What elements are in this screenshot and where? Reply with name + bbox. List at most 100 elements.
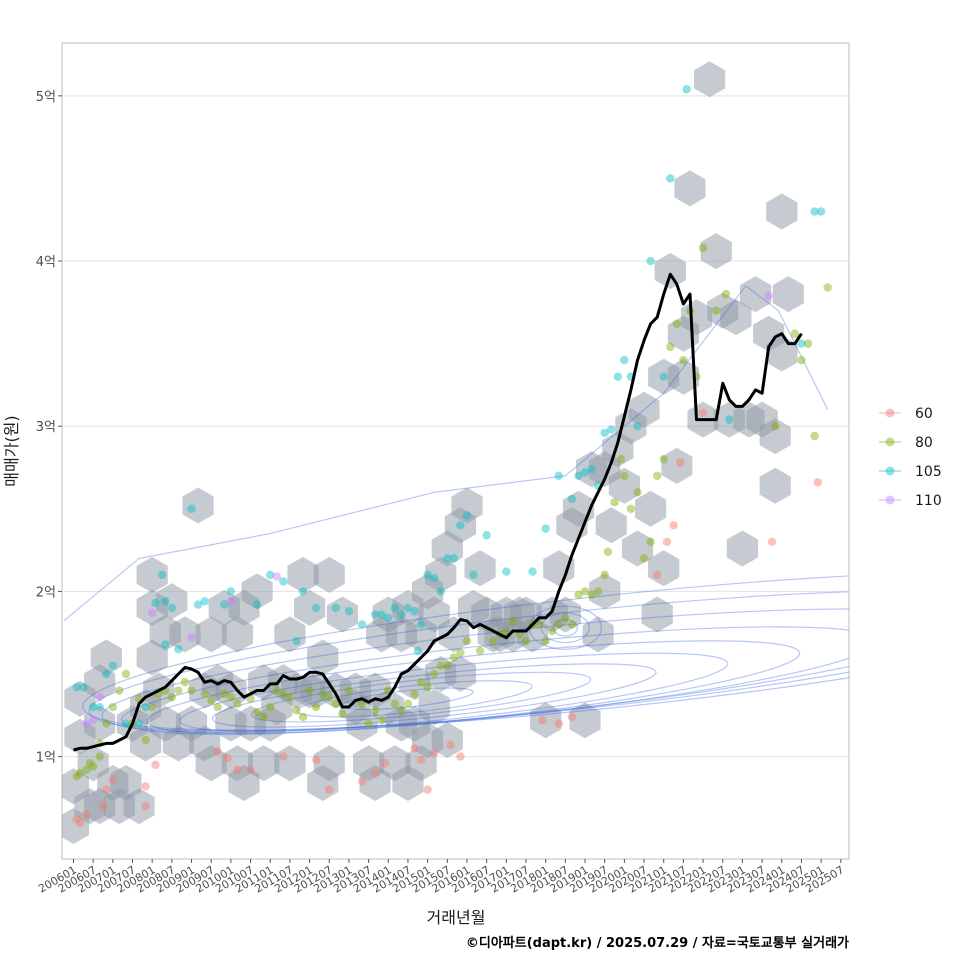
data-point-105	[410, 607, 419, 616]
hexbin-cell	[195, 745, 227, 782]
data-point-105	[502, 567, 511, 576]
data-point-80	[423, 683, 432, 692]
data-point-80	[574, 590, 583, 599]
hexbin-cell	[648, 550, 680, 587]
data-point-80	[626, 504, 636, 514]
data-point-80	[593, 587, 603, 596]
data-point-105	[157, 570, 167, 580]
data-point-60	[446, 740, 455, 750]
data-point-105	[567, 494, 577, 504]
data-point-105	[554, 471, 563, 480]
data-point-80	[810, 431, 819, 441]
data-point-105	[436, 587, 445, 596]
source-caption: ©디아파트(dapt.kr) / 2025.07.29 / 자료=국토교통부 실…	[466, 935, 849, 951]
data-point-105	[141, 702, 150, 712]
data-point-60	[423, 785, 432, 794]
scatter-points-layer	[72, 85, 832, 827]
data-point-80	[187, 686, 196, 695]
data-point-105	[370, 610, 380, 619]
data-point-60	[456, 752, 465, 761]
data-point-80	[344, 686, 354, 695]
x-axis-title: 거래년월	[427, 908, 486, 927]
data-point-60	[223, 754, 232, 763]
data-point-80	[443, 661, 452, 670]
data-point-80	[213, 702, 222, 712]
hexbin-cell	[667, 358, 699, 395]
data-point-80	[541, 636, 550, 646]
hexbin-cell	[543, 550, 575, 587]
hexbin-cell	[766, 193, 798, 230]
hexbin-cell	[90, 639, 122, 676]
data-point-105	[108, 661, 118, 670]
data-point-105	[725, 415, 734, 424]
data-point-105	[72, 683, 81, 692]
data-point-110	[272, 572, 281, 581]
data-point-80	[790, 329, 800, 338]
data-point-80	[456, 648, 465, 657]
data-point-60	[72, 815, 81, 824]
data-point-80	[462, 636, 472, 646]
data-point-60	[675, 458, 685, 467]
data-point-105	[377, 610, 386, 619]
data-point-60	[279, 752, 288, 761]
data-point-105	[102, 669, 111, 679]
data-point-105	[161, 597, 170, 606]
hexbin-cell	[700, 233, 732, 270]
legend-label: 60	[915, 406, 933, 422]
hexbin-cell	[674, 170, 706, 207]
data-point-60	[767, 537, 777, 547]
data-point-80	[233, 699, 242, 708]
data-point-110	[95, 692, 104, 702]
data-point-105	[390, 603, 400, 613]
data-point-105	[193, 600, 203, 609]
data-point-105	[384, 613, 393, 623]
hexbin-cell	[136, 639, 168, 676]
density-contour	[540, 612, 590, 644]
data-point-110	[187, 633, 196, 642]
data-point-80	[252, 707, 262, 717]
data-point-80	[311, 702, 321, 712]
hexbin-cell	[136, 556, 168, 593]
data-point-105	[397, 610, 406, 619]
y-tick-label: 1억	[36, 751, 56, 766]
data-point-60	[141, 801, 150, 811]
data-point-80	[331, 699, 341, 708]
data-point-110	[147, 608, 157, 618]
data-point-60	[410, 744, 419, 753]
data-point-105	[298, 587, 308, 596]
legend-key-105	[885, 466, 895, 476]
data-point-80	[659, 455, 668, 464]
plot-area	[62, 61, 849, 844]
data-point-80	[436, 661, 445, 670]
density-contour	[120, 626, 849, 735]
data-point-80	[521, 636, 531, 646]
data-point-60	[662, 537, 672, 547]
data-point-105	[279, 577, 288, 586]
data-point-80	[292, 706, 301, 715]
data-point-80	[610, 498, 619, 507]
data-point-105	[574, 471, 583, 480]
density-contour	[552, 618, 578, 637]
data-point-80	[174, 686, 183, 695]
data-point-60	[102, 785, 111, 794]
hexbin-cell	[464, 550, 496, 587]
data-point-110	[88, 716, 98, 725]
hexbin-cell	[123, 788, 155, 825]
data-point-80	[108, 702, 118, 712]
hexbin-cell	[694, 61, 726, 98]
hexbin-cell	[628, 391, 660, 428]
data-point-105	[587, 464, 596, 474]
hexbin-cell	[661, 447, 693, 484]
data-point-105	[357, 620, 367, 629]
data-point-105	[666, 174, 675, 183]
data-point-80	[298, 712, 308, 722]
data-point-80	[318, 689, 327, 699]
data-point-80	[679, 355, 688, 365]
data-point-80	[390, 699, 400, 708]
data-point-60	[311, 755, 321, 765]
data-point-105	[200, 597, 209, 606]
data-point-60	[429, 749, 439, 758]
data-point-80	[620, 471, 629, 480]
hexbin-cell	[444, 656, 476, 692]
hexbin-cell	[221, 616, 253, 653]
